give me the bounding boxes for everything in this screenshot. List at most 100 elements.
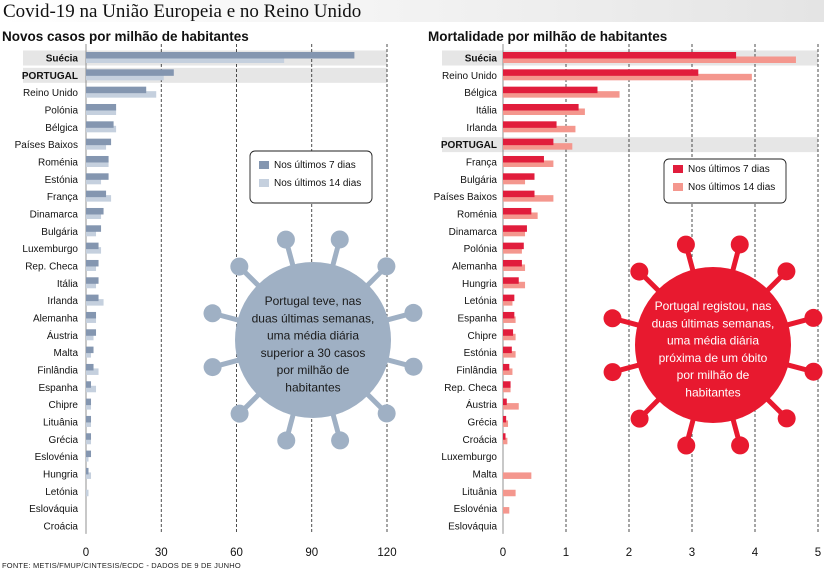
cases-virus-annotation: Portugal teve, nas duas últimas semanas, u… bbox=[203, 230, 423, 450]
cases-bar-14d-franca bbox=[86, 195, 112, 202]
deaths-bar-7d-portugal bbox=[503, 138, 554, 146]
deaths-category-label: Bulgária bbox=[460, 175, 497, 186]
cases-bar-14d-bulgaria bbox=[86, 229, 97, 237]
cases-tick-label: 120 bbox=[377, 547, 396, 559]
cases-bar-7d-irlanda bbox=[86, 294, 99, 302]
deaths-bar-7d-rep-checa bbox=[503, 381, 511, 388]
deaths-annotation-line: por milhão de bbox=[677, 368, 750, 382]
deaths-bar-14d-malta bbox=[503, 472, 532, 479]
cases-annotation-line: por milhão de bbox=[277, 363, 350, 377]
cases-bar-7d-malta bbox=[86, 346, 94, 354]
cases-category-label: Reino Unido bbox=[23, 88, 78, 99]
cases-virus-spike-tip bbox=[404, 357, 423, 376]
deaths-virus-spike-tip bbox=[777, 409, 796, 428]
cases-bar-14d-portugal bbox=[86, 73, 164, 81]
cases-legend-label: Nos últimos 14 dias bbox=[274, 178, 361, 189]
deaths-annotation-line: habitantes bbox=[685, 386, 740, 400]
deaths-category-label: Eslovénia bbox=[454, 504, 498, 515]
deaths-legend: Nos últimos 7 dias Nos últimos 14 dias bbox=[663, 158, 787, 204]
cases-bar-14d-italia bbox=[86, 281, 97, 289]
deaths-bar-7d-austria bbox=[503, 398, 507, 406]
deaths-category-label: Estónia bbox=[464, 348, 498, 359]
cases-legend: Nos últimos 7 dias Nos últimos 14 dias bbox=[249, 150, 373, 204]
cases-bar-14d-reino-unido bbox=[86, 91, 157, 98]
deaths-bar-14d-italia bbox=[503, 108, 585, 115]
main-title: Covid-19 na União Europeia e no Reino Un… bbox=[3, 1, 362, 22]
cases-bar-7d-hungria bbox=[86, 467, 89, 475]
cases-bar-14d-letonia bbox=[86, 489, 89, 497]
cases-bar-7d-rep-checa bbox=[86, 259, 99, 267]
cases-bar-14d-finlandia bbox=[86, 368, 99, 375]
deaths-bar-7d-finlandia bbox=[503, 363, 510, 371]
deaths-bar-14d-reino-unido bbox=[503, 73, 752, 81]
cases-bar-7d-belgica bbox=[86, 121, 114, 128]
cases-category-label: França bbox=[47, 192, 79, 203]
deaths-category-label: PORTUGAL bbox=[441, 140, 497, 151]
deaths-bar-14d-romenia bbox=[503, 212, 538, 219]
cases-category-label: Croácia bbox=[44, 521, 79, 532]
deaths-category-label: Roménia bbox=[457, 209, 497, 220]
deaths-bar-14d-croacia bbox=[503, 437, 508, 445]
deaths-chart: Mortalidade por milhão de habitantes 0 1 2 3… bbox=[428, 29, 823, 559]
deaths-legend-label: Nos últimos 7 dias bbox=[688, 164, 770, 175]
cases-category-label: Suécia bbox=[46, 54, 79, 65]
cases-category-label: Malta bbox=[54, 348, 79, 359]
deaths-bar-14d-austria bbox=[503, 403, 519, 410]
deaths-bar-14d-estonia bbox=[503, 351, 516, 358]
deaths-bar-14d-paises-baixos bbox=[503, 195, 554, 202]
deaths-category-label: Chipre bbox=[468, 331, 498, 342]
cases-annotation-line: habitantes bbox=[285, 381, 340, 395]
deaths-bar-14d-portugal bbox=[503, 143, 573, 150]
deaths-category-label: Países Baixos bbox=[434, 192, 497, 203]
deaths-legend-box bbox=[663, 158, 787, 204]
deaths-category-label: Itália bbox=[476, 105, 498, 116]
cases-bar-7d-polonia bbox=[86, 103, 117, 111]
cases-category-label: Áustria bbox=[47, 329, 79, 342]
cases-category-label: Hungria bbox=[43, 469, 78, 480]
highlight-row-portugal bbox=[442, 137, 818, 153]
cases-bar-14d-malta bbox=[86, 351, 92, 358]
deaths-legend-label: Nos últimos 14 dias bbox=[688, 182, 775, 193]
deaths-category-label: Letónia bbox=[464, 296, 497, 307]
deaths-virus-spike-tip bbox=[676, 235, 695, 254]
cases-category-label: Grécia bbox=[49, 435, 79, 446]
deaths-category-label: Suécia bbox=[465, 54, 498, 65]
deaths-legend-swatch bbox=[673, 183, 683, 191]
cases-category-label: Chipre bbox=[49, 400, 79, 411]
deaths-bar-14d-belgica bbox=[503, 91, 620, 98]
deaths-category-label: Rep. Checa bbox=[444, 383, 497, 394]
cases-virus-spike-tip bbox=[331, 431, 350, 450]
cases-annotation-line: superior a 30 casos bbox=[261, 346, 366, 360]
deaths-annotation-line: Portugal registou, nas bbox=[655, 299, 772, 313]
deaths-bar-14d-finlandia bbox=[503, 368, 513, 375]
cases-bar-7d-reino-unido bbox=[86, 86, 147, 94]
cases-virus-spike-tip bbox=[377, 257, 396, 276]
cases-category-label: Luxemburgo bbox=[22, 244, 78, 255]
cases-bar-7d-romenia bbox=[86, 155, 109, 163]
cases-bar-7d-luxemburgo bbox=[86, 242, 99, 250]
cases-bar-14d-polonia bbox=[86, 108, 117, 115]
cases-category-label: Letónia bbox=[45, 487, 78, 498]
deaths-virus-spike-tip bbox=[630, 409, 649, 428]
deaths-legend-swatch bbox=[673, 165, 683, 173]
deaths-bar-7d-letonia bbox=[503, 294, 515, 302]
deaths-virus-spike-tip bbox=[603, 363, 622, 382]
cases-bar-14d-chipre bbox=[86, 403, 92, 410]
cases-bar-14d-hungria bbox=[86, 472, 92, 479]
cases-legend-swatch bbox=[259, 179, 269, 187]
deaths-bar-7d-croacia bbox=[503, 433, 506, 440]
cases-bar-14d-dinamarca bbox=[86, 212, 102, 219]
cases-legend-label: Nos últimos 7 dias bbox=[274, 160, 356, 171]
source-note: FONTE: METIS/FMUP/CINTESIS/ECDC - DADOS … bbox=[2, 561, 241, 570]
deaths-virus-spike-tip bbox=[777, 262, 796, 281]
deaths-bar-14d-grecia bbox=[503, 420, 509, 427]
cases-category-label: PORTUGAL bbox=[22, 71, 78, 82]
deaths-category-label: Finlândia bbox=[456, 365, 497, 376]
deaths-category-label: Espanha bbox=[458, 313, 498, 324]
cases-virus-spike-tip bbox=[203, 304, 222, 323]
deaths-bar-7d-romenia bbox=[503, 207, 532, 215]
deaths-bar-7d-italia bbox=[503, 103, 579, 111]
cases-category-label: Dinamarca bbox=[30, 209, 79, 220]
cases-bar-7d-chipre bbox=[86, 398, 92, 406]
deaths-bar-14d-franca bbox=[503, 160, 554, 167]
